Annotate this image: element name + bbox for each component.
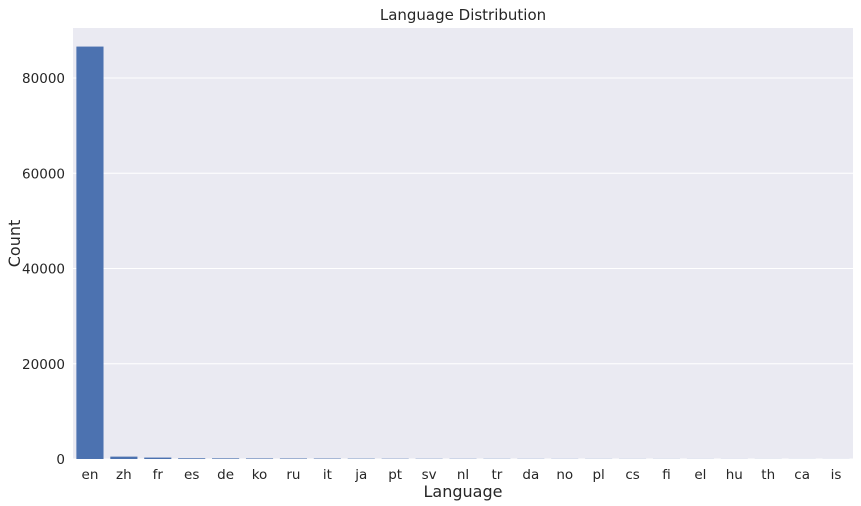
- bar-zh: [110, 456, 138, 459]
- x-tick-label-cs: cs: [625, 467, 639, 483]
- x-axis-label: Language: [424, 482, 503, 501]
- x-tick-label-is: is: [831, 467, 842, 483]
- x-tick-label-en: en: [82, 467, 99, 483]
- x-tick-label-no: no: [556, 467, 573, 483]
- x-tick-label-ca: ca: [794, 467, 810, 483]
- plot-background: [73, 28, 853, 459]
- x-tick-label-es: es: [184, 467, 199, 483]
- x-tick-label-ko: ko: [252, 467, 268, 483]
- x-tick-label-sv: sv: [422, 467, 437, 483]
- x-axis-ticks: en zh fr es de ko ru it ja pt sv nl tr da no pl cs fi el hu…: [82, 467, 842, 483]
- bar-fr: [144, 457, 172, 459]
- x-tick-label-zh: zh: [116, 467, 132, 483]
- x-tick-label-da: da: [522, 467, 539, 483]
- y-axis-ticks: 0 20000 40000 60000 80000: [22, 71, 65, 468]
- x-tick-label-th: th: [761, 467, 775, 483]
- y-tick-label: 40000: [22, 262, 65, 278]
- x-tick-label-de: de: [217, 467, 234, 483]
- x-tick-label-fr: fr: [153, 467, 164, 483]
- y-tick-label: 60000: [22, 166, 65, 182]
- y-tick-label: 20000: [22, 357, 65, 373]
- x-tick-label-hu: hu: [726, 467, 743, 483]
- y-tick-label: 80000: [22, 71, 65, 87]
- x-tick-label-pt: pt: [388, 467, 402, 483]
- bar-es: [178, 458, 206, 459]
- bar-ko: [245, 458, 274, 459]
- bar-en: [76, 46, 104, 459]
- bar-de: [212, 458, 240, 459]
- x-tick-label-ru: ru: [286, 467, 300, 483]
- x-tick-label-pl: pl: [592, 467, 604, 483]
- bars: [76, 46, 850, 459]
- x-tick-label-el: el: [694, 467, 706, 483]
- x-tick-label-it: it: [323, 467, 332, 483]
- y-tick-label: 0: [56, 452, 65, 468]
- x-tick-label-nl: nl: [457, 467, 469, 483]
- x-tick-label-tr: tr: [491, 467, 502, 483]
- chart-title: Language Distribution: [380, 6, 546, 24]
- x-tick-label-fi: fi: [662, 467, 671, 483]
- y-axis-label: Count: [5, 220, 24, 268]
- x-tick-label-ja: ja: [354, 467, 367, 483]
